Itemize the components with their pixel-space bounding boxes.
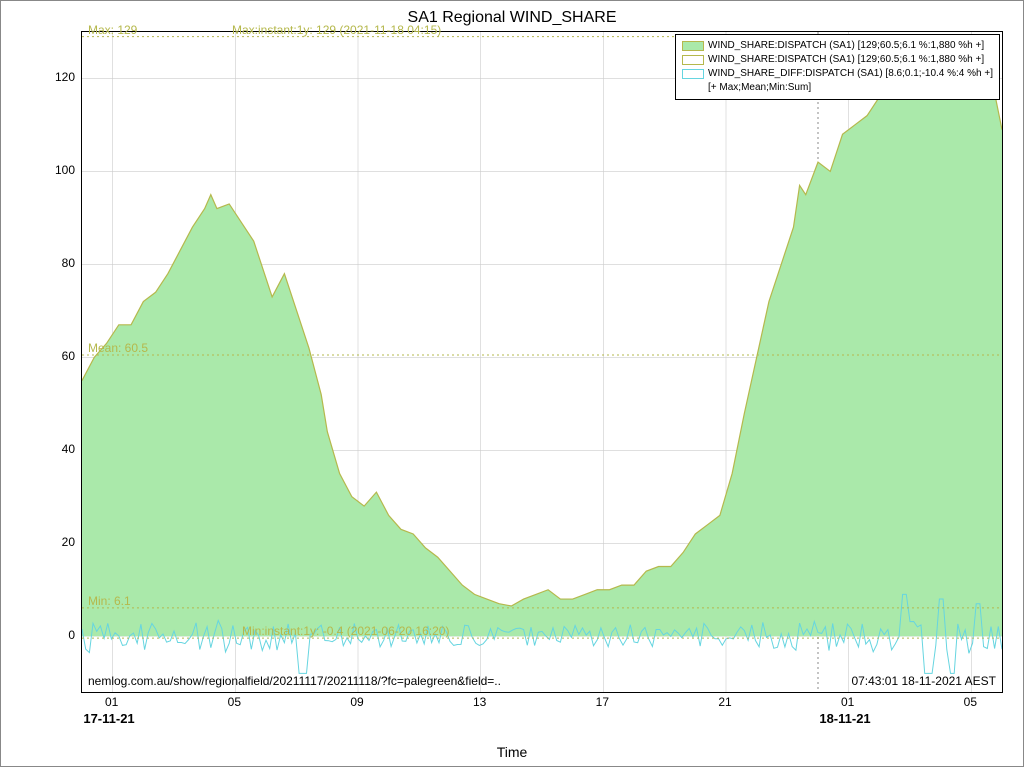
x-date-label: 18-11-21 <box>819 711 870 726</box>
ref-line-label: Min: 6.1 <box>88 594 131 608</box>
legend: WIND_SHARE:DISPATCH (SA1) [129;60.5;6.1 … <box>675 34 1000 100</box>
y-tick-label: 60 <box>35 349 75 363</box>
y-tick-label: 80 <box>35 256 75 270</box>
legend-entry: WIND_SHARE_DIFF:DISPATCH (SA1) [8.6;0.1;… <box>682 67 993 81</box>
chart-frame: SA1 Regional WIND_SHARE SA1 WIND_SHARE V… <box>0 0 1024 767</box>
ref-line-label: Min:instant:1y: -0.4 (2021-06-20 16:20) <box>242 624 449 638</box>
x-tick-label: 05 <box>228 695 241 709</box>
legend-text: WIND_SHARE:DISPATCH (SA1) [129;60.5;6.1 … <box>708 53 984 67</box>
legend-entry: WIND_SHARE:DISPATCH (SA1) [129;60.5;6.1 … <box>682 39 993 53</box>
y-tick-label: 100 <box>35 163 75 177</box>
y-tick-label: 20 <box>35 535 75 549</box>
legend-text: [+ Max;Mean;Min:Sum] <box>708 81 811 95</box>
ref-line-label: Mean: 60.5 <box>88 341 148 355</box>
ref-line-label: Max: 129 <box>88 23 137 37</box>
chart-svg <box>82 32 1002 692</box>
x-tick-label: 17 <box>596 695 609 709</box>
legend-swatch <box>682 55 704 65</box>
legend-swatch <box>682 69 704 79</box>
legend-entry: WIND_SHARE:DISPATCH (SA1) [129;60.5;6.1 … <box>682 53 993 67</box>
chart-title: SA1 Regional WIND_SHARE <box>1 9 1023 27</box>
x-date-label: 17-11-21 <box>83 711 134 726</box>
y-tick-label: 40 <box>35 442 75 456</box>
ref-line-extra: Max:instant:1y: 129 (2021-11-18 04:15) <box>232 23 441 37</box>
x-tick-label: 09 <box>350 695 363 709</box>
wind-share-area <box>82 37 1002 637</box>
legend-text: WIND_SHARE_DIFF:DISPATCH (SA1) [8.6;0.1;… <box>708 67 993 81</box>
x-tick-label: 01 <box>105 695 118 709</box>
x-tick-label: 01 <box>841 695 854 709</box>
x-tick-label: 21 <box>718 695 731 709</box>
y-tick-label: 0 <box>35 628 75 642</box>
legend-swatch <box>682 41 704 51</box>
y-tick-label: 120 <box>35 70 75 84</box>
x-tick-label: 13 <box>473 695 486 709</box>
render-timestamp: 07:43:01 18-11-2021 AEST <box>851 674 996 688</box>
x-tick-label: 05 <box>964 695 977 709</box>
plot-area: Max: 129Max:instant:1y: 129 (2021-11-18 … <box>81 31 1003 693</box>
legend-entry: [+ Max;Mean;Min:Sum] <box>682 81 993 95</box>
legend-text: WIND_SHARE:DISPATCH (SA1) [129;60.5;6.1 … <box>708 39 984 53</box>
x-axis-label: Time <box>1 744 1023 760</box>
source-url: nemlog.com.au/show/regionalfield/2021111… <box>88 674 501 688</box>
